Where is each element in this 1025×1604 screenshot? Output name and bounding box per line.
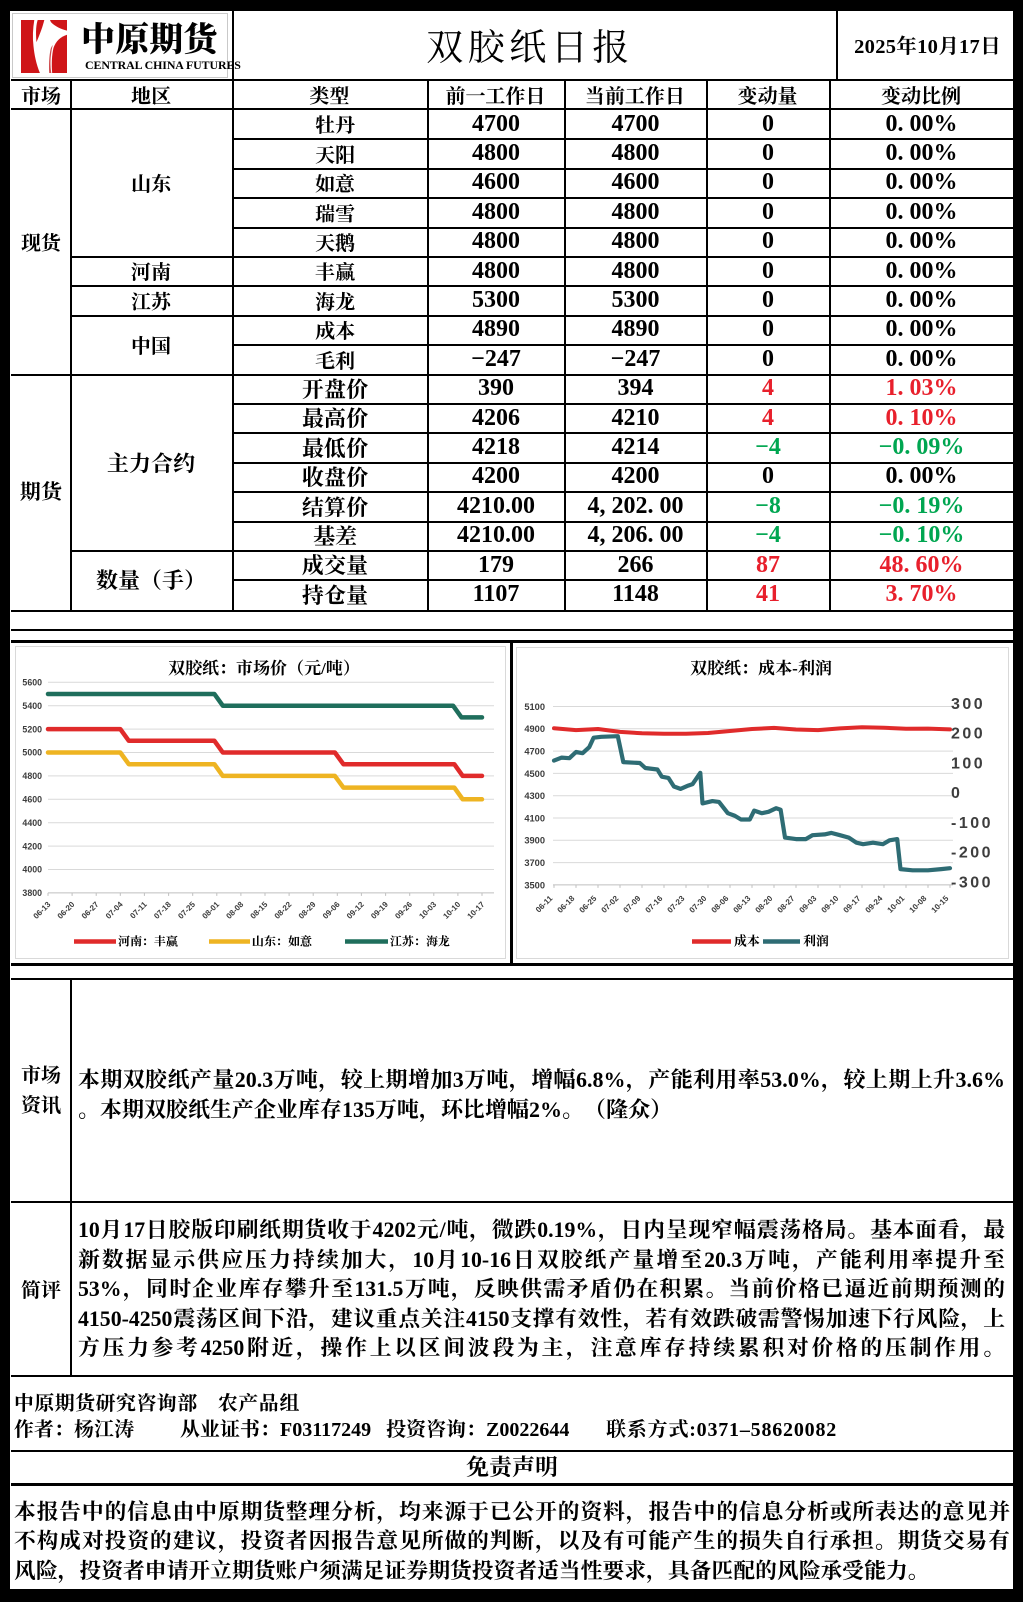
svg-text:4300: 4300 [524, 791, 545, 801]
svg-text:4700: 4700 [524, 747, 545, 757]
svg-text:4400: 4400 [22, 818, 42, 828]
svg-text:-100: -100 [951, 815, 993, 832]
svg-text:4000: 4000 [22, 865, 42, 875]
svg-text:4200: 4200 [22, 841, 42, 851]
svg-text:江苏：海龙: 江苏：海龙 [390, 935, 450, 949]
svg-text:100: 100 [951, 756, 985, 773]
svg-text:5100: 5100 [524, 702, 545, 712]
svg-text:-200: -200 [951, 845, 993, 862]
svg-text:双胶纸：市场价（元/吨）: 双胶纸：市场价（元/吨） [168, 659, 360, 678]
svg-text:河南：丰赢: 河南：丰赢 [118, 935, 178, 949]
svg-text:5200: 5200 [22, 724, 42, 734]
svg-text:4100: 4100 [524, 813, 545, 823]
svg-text:0: 0 [951, 785, 962, 802]
svg-text:3900: 3900 [524, 836, 545, 846]
svg-text:300: 300 [951, 696, 985, 713]
svg-text:5400: 5400 [22, 701, 42, 711]
svg-text:4900: 4900 [524, 724, 545, 734]
svg-text:山东：如意: 山东：如意 [252, 935, 312, 949]
svg-text:双胶纸：成本-利润: 双胶纸：成本-利润 [690, 659, 832, 678]
svg-text:-300: -300 [951, 874, 993, 891]
svg-text:利润: 利润 [803, 934, 829, 949]
svg-text:4600: 4600 [22, 795, 42, 805]
svg-text:4800: 4800 [22, 771, 42, 781]
svg-text:成本: 成本 [734, 934, 760, 949]
svg-text:3500: 3500 [524, 880, 545, 890]
svg-text:4500: 4500 [524, 769, 545, 779]
svg-text:3700: 3700 [524, 858, 545, 868]
svg-text:200: 200 [951, 726, 985, 743]
svg-text:3800: 3800 [22, 888, 42, 898]
svg-text:5000: 5000 [22, 748, 42, 758]
svg-text:5600: 5600 [22, 678, 42, 688]
